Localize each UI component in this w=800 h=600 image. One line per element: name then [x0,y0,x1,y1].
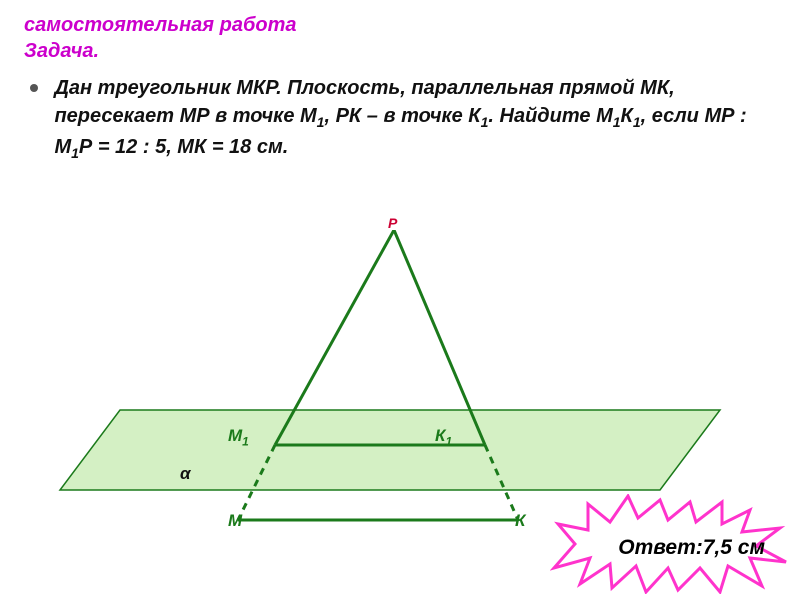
label-M1: М1 [228,426,249,448]
lkt: К [515,511,525,530]
lmt: М [228,511,242,530]
pt-sub3: 1 [613,114,621,130]
label-alpha: α [180,464,191,484]
label-K1: К1 [435,426,452,448]
pt3: К [621,105,633,127]
label-K: К [515,511,525,531]
pt1: , РК – в точке К [324,105,480,127]
lk1t: К [435,426,445,445]
pt-sub4: 1 [633,114,641,130]
lk1s: 1 [445,434,452,448]
plane-alpha [60,410,720,490]
title-line2: Задача. [24,40,99,62]
pt2: . Найдите М [488,105,612,127]
label-M: М [228,511,242,531]
lm1t: М [228,426,242,445]
lalpha: α [180,464,191,483]
answer-text: Ответ:7,5 см [618,536,765,560]
pt5: Р = 12 : 5, МК = 18 см. [79,136,288,158]
bullet-icon [30,84,38,92]
label-P: Р [388,215,397,231]
problem-block: Дан треугольник МКР. Плоскость, параллел… [0,64,800,163]
lm1s: 1 [242,434,249,448]
title-line1: самостоятельная работа [24,14,296,36]
pt-sub5: 1 [71,145,79,161]
problem-text: Дан треугольник МКР. Плоскость, параллел… [54,74,754,163]
